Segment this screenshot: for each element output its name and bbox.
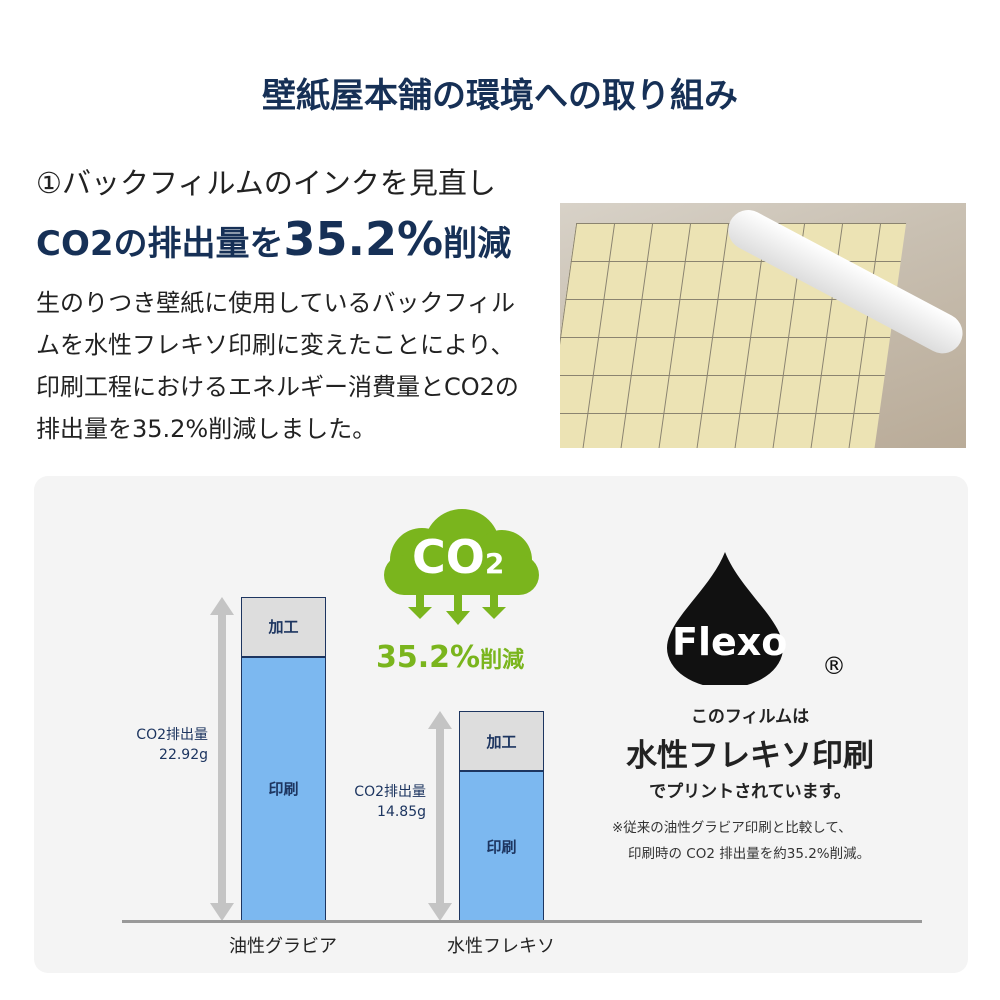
wallpaper-backfilm-photo (560, 203, 966, 448)
page-title: 壁紙屋本舗の環境への取り組み (262, 76, 738, 116)
registered-mark: ® (822, 652, 846, 680)
total-label: CO2排出量 14.85g (278, 782, 426, 822)
reduction-label: 35.2%削減 (376, 640, 525, 675)
flexo-note1: ※従来の油性グラビア印刷と比較して、 (612, 820, 852, 836)
co2-cloud-icon (384, 509, 539, 625)
total-label-title: CO2排出量 (136, 727, 208, 743)
flexo-logo-text: Flexo (672, 620, 788, 664)
total-label-title: CO2排出量 (354, 784, 426, 801)
flexo-line2: 水性フレキソ印刷 (626, 738, 874, 774)
flexo-note2: 印刷時の CO2 排出量を約35.2%削減。 (628, 846, 871, 862)
bar-segment-processing: 加工 (459, 711, 544, 771)
co2-text: CO2 (412, 530, 505, 584)
flexo-line1: このフィルムは (690, 707, 810, 727)
section-headline: CO2の排出量を35.2%削減 (36, 212, 511, 266)
headline-prefix: CO2の排出量を (36, 224, 284, 264)
ink-drop-icon (667, 552, 783, 685)
flexo-line3: でプリントされています。 (649, 782, 851, 802)
section-description: 生のりつき壁紙に使用しているバックフィルムを水性フレキソ印刷に変えたことにより、… (36, 289, 519, 443)
section-heading: ①バックフィルムのインクを見直し (36, 166, 496, 200)
total-label: CO2排出量 22.92g (60, 725, 208, 765)
category-label: 水性フレキソ (447, 936, 555, 957)
total-value: 14.85g (377, 804, 426, 821)
headline-suffix: 削減 (443, 224, 512, 264)
headline-value: 35.2% (283, 212, 444, 266)
chart-baseline (122, 920, 922, 923)
bar-segment-printing: 印刷 (459, 771, 544, 921)
total-value: 22.92g (159, 747, 208, 763)
total-arrow (210, 597, 234, 921)
bar-segment-processing: 加工 (241, 597, 326, 657)
category-label: 油性グラビア (229, 936, 337, 957)
total-arrow (428, 711, 452, 921)
